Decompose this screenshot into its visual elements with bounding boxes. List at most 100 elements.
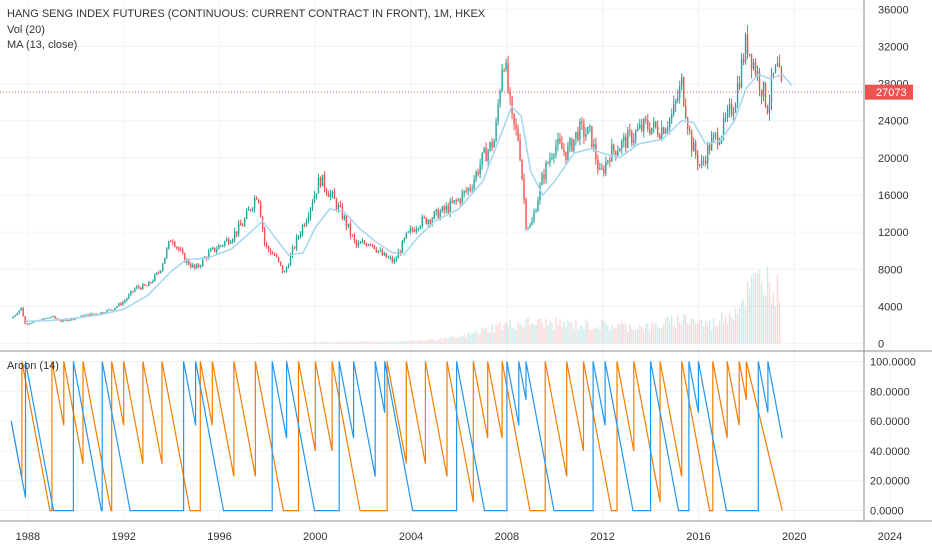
candle-body [539,185,541,201]
candle-body [188,259,190,265]
volume-bar [637,329,639,344]
candle-body [387,257,390,259]
volume-bar [249,343,252,344]
volume-bar [483,328,485,344]
candle-body [680,77,683,86]
candle [457,197,459,202]
candle-body [231,239,234,243]
ma-indicator-label[interactable]: MA (13, close) [7,39,77,51]
y-tick-label: 20000 [878,153,909,165]
volume-bar [605,322,607,344]
candle [196,262,198,269]
candle [587,126,589,135]
candle-body [235,231,238,235]
candle [523,173,525,205]
candle-body [357,243,360,246]
volume-bar [489,333,491,344]
volume-bar [425,340,427,344]
candle [527,226,529,231]
candle [475,170,477,183]
candle [299,231,302,239]
candle-body [760,89,763,97]
volume-bar [271,343,274,344]
volume-bar [445,337,447,344]
volume-bar [413,340,415,344]
volume-bar [740,300,743,344]
candle-body [405,232,407,239]
volume-bar [395,341,398,344]
aroon-indicator-label[interactable]: Aroon (14) [7,360,59,372]
candle-body [647,120,649,129]
candle-body [635,130,637,140]
candle-body [667,127,669,130]
candle [575,131,577,146]
candle-body [459,199,461,203]
candle-body [339,205,342,207]
volume-bar [527,317,529,344]
candle [549,152,551,167]
candle [357,240,360,248]
candle-body [515,123,517,129]
candle [557,132,559,152]
candle [637,122,639,132]
candle-body [279,261,282,266]
volume-bar [333,342,336,344]
volume-bar [669,320,671,344]
candle [748,53,751,57]
volume-bar [702,325,705,344]
volume-bar [299,342,302,344]
volume-bar [597,326,599,344]
candle-body [661,127,663,140]
volume-bar [437,340,439,344]
candle-body [383,253,386,256]
candle [279,261,282,267]
volume-bar [525,318,527,344]
candle-body [690,130,693,152]
candle-body [605,162,607,174]
candle [319,176,322,188]
candle-body [321,174,324,187]
candle-body [363,241,366,244]
candle [609,156,611,167]
volume-bar [475,330,477,344]
candle-body [571,138,573,151]
candle [172,239,174,246]
candle [635,128,637,145]
vol-indicator-label[interactable]: Vol (20) [7,24,45,36]
candle-body [738,83,741,88]
volume-bar [639,324,641,344]
candle [714,132,717,140]
candle [696,150,699,171]
candle [686,116,689,135]
candle [770,67,773,111]
volume-bar [718,320,721,344]
candle [343,214,346,221]
candle-body [758,71,761,90]
candle [377,250,380,254]
candle-body [533,212,535,221]
volume-bar [401,341,403,344]
candle [762,81,765,102]
candle [395,255,398,263]
candle-body [543,174,545,180]
candle-body [397,251,400,259]
candle [774,63,777,74]
volume-bar [311,342,314,344]
candle-body [70,318,72,321]
volume-bar [349,341,352,344]
candle [750,53,753,79]
candle [599,162,601,171]
candle [291,244,294,258]
candle-body [355,240,358,246]
volume-bar [259,342,262,344]
candle [146,284,148,287]
candle-body [283,271,286,273]
candle [251,207,254,213]
candle [353,233,356,244]
candle-body [24,316,26,324]
volume-bar [696,324,699,344]
volume-bar [770,303,773,344]
candle-body [247,209,250,211]
